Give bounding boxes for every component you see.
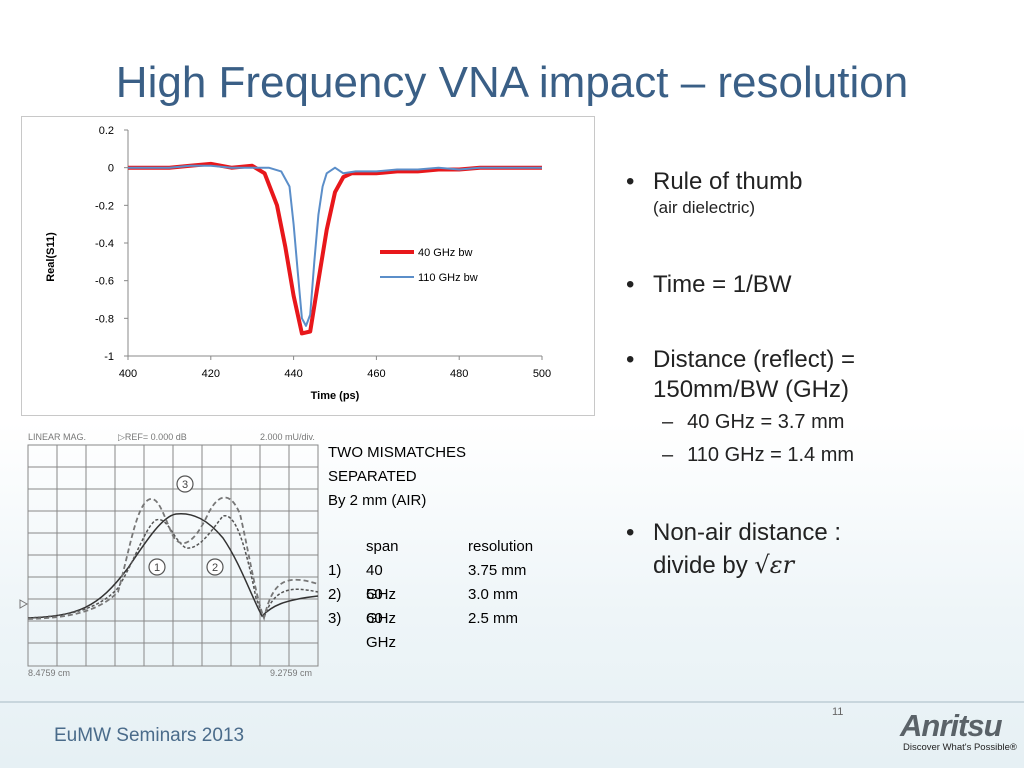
mismatch-line-3: By 2 mm (AIR)	[328, 492, 427, 509]
vna-trace-plot: LINEAR MAG. ▷REF= 0.000 dB 2.000 mU/div.	[18, 428, 323, 680]
bullet-distance: • Distance (reflect) = 150mm/BW (GHz)	[626, 345, 855, 405]
y-tick-label: 0	[108, 163, 114, 175]
vna-grid	[27, 444, 319, 667]
bullet-text-line-1: Non-air distance :	[653, 519, 842, 546]
bullet-dot-icon: •	[626, 346, 635, 373]
bullet-dot-icon: •	[626, 168, 635, 195]
dash-icon: –	[662, 411, 674, 433]
legend-label-40ghz: 40 GHz bw	[418, 247, 472, 259]
ref-marker	[19, 599, 29, 609]
x-axis-label: Time (ps)	[311, 390, 360, 402]
bullet-time: • Time = 1/BW	[626, 271, 791, 299]
vna-marker-1: 1	[148, 558, 166, 576]
sub-bullet-110ghz: –110 GHz = 1.4 mm	[662, 444, 854, 467]
bullet-dot-icon: •	[626, 271, 635, 298]
dash-icon: –	[662, 444, 674, 466]
row-span: 40 GHz	[366, 562, 396, 603]
epsilon-formula: √εr	[754, 551, 795, 579]
row-number: 2)	[328, 586, 342, 603]
svg-text:2: 2	[212, 562, 218, 574]
series-line-40ghz	[128, 161, 542, 336]
vna-header-mid: ▷REF= 0.000 dB	[118, 432, 187, 442]
footer-text: EuMW Seminars 2013	[54, 725, 245, 746]
x-tick-label: 460	[367, 368, 385, 380]
vna-trace-1	[27, 512, 319, 619]
mismatch-description: TWO MISMATCHES SEPARATED By 2 mm (AIR)	[328, 441, 466, 513]
vna-trace-2	[27, 515, 319, 621]
mismatch-line-2: SEPARATED	[328, 468, 417, 485]
col-span-header: span	[366, 538, 399, 555]
x-tick-label: 480	[450, 368, 468, 380]
s11-chart: 0.2 0 -0.2 -0.4 -0.6 -0.8 -1 400 420 440 460 480 50…	[21, 116, 595, 416]
vna-footer-left: 8.4759 cm	[28, 668, 70, 678]
vna-trace-svg: LINEAR MAG. ▷REF= 0.000 dB 2.000 mU/div.	[19, 432, 319, 678]
row-span: 60 GHz	[366, 610, 396, 651]
anritsu-logo: Anritsu Discover What's Possible®	[900, 706, 1018, 758]
s11-chart-svg: 0.2 0 -0.2 -0.4 -0.6 -0.8 -1 400 420 440 460 480 50…	[45, 125, 551, 402]
y-tick-label: -0.8	[95, 313, 114, 325]
logo-tagline: Discover What's Possible®	[903, 742, 1017, 753]
row-resolution: 3.0 mm	[468, 586, 519, 603]
row-number: 1)	[328, 562, 342, 579]
legend-label-110ghz: 110 GHz bw	[418, 272, 478, 284]
y-tick-label: 0.2	[99, 125, 114, 137]
svg-text:3: 3	[182, 479, 188, 491]
page-number: 11	[832, 706, 844, 718]
legend: 40 GHz bw 110 GHz bw	[380, 247, 478, 284]
vna-header-left: LINEAR MAG.	[28, 432, 86, 442]
row-number: 3)	[328, 610, 342, 627]
x-tick-label: 500	[533, 368, 551, 380]
bullet-non-air: • Non-air distance : divide by √εr	[626, 517, 841, 582]
sub-bullet-40ghz: –40 GHz = 3.7 mm	[662, 411, 844, 434]
bullet-text-line-1: Distance (reflect) =	[653, 346, 856, 373]
series-line-110ghz	[128, 164, 542, 327]
bullet-subtext: (air dielectric)	[653, 198, 756, 217]
vna-footer-right: 9.2759 cm	[270, 668, 312, 678]
footer-divider	[0, 701, 1024, 703]
y-axis-label: Real(S11)	[45, 232, 57, 282]
row-span: 50 GHz	[366, 586, 396, 627]
y-tick-label: -0.4	[95, 238, 114, 250]
vna-marker-2: 2	[206, 558, 224, 576]
logo-word: Anritsu	[900, 708, 1002, 743]
bullet-text-line-2: divide by √εr	[653, 549, 841, 582]
row-resolution: 3.75 mm	[468, 562, 527, 579]
bullet-text: Time = 1/BW	[653, 271, 792, 298]
bullet-rule-of-thumb: • Rule of thumb (air dielectric)	[626, 168, 802, 220]
y-tick-label: -0.6	[95, 276, 114, 288]
y-tick-label: -0.2	[95, 200, 114, 212]
svg-text:1: 1	[154, 562, 160, 574]
x-tick-label: 400	[119, 368, 137, 380]
col-resolution-header: resolution	[468, 538, 534, 555]
sub-bullet-text: 40 GHz = 3.7 mm	[687, 411, 845, 433]
row-resolution: 2.5 mm	[468, 610, 519, 627]
mismatch-line-1: TWO MISMATCHES	[328, 444, 467, 461]
slide-title: High Frequency VNA impact – resolution	[115, 58, 909, 107]
sub-bullet-text: 110 GHz = 1.4 mm	[687, 444, 855, 466]
bullet-dot-icon: •	[626, 519, 635, 546]
bullet-text: Rule of thumb	[653, 168, 803, 195]
bullet-text: divide by	[653, 552, 748, 579]
vna-header-right: 2.000 mU/div.	[260, 432, 315, 442]
x-tick-label: 420	[202, 368, 220, 380]
x-tick-label: 440	[284, 368, 302, 380]
vna-marker-3: 3	[176, 475, 194, 493]
bullet-text-line-2: 150mm/BW (GHz)	[653, 376, 850, 403]
y-tick-label: -1	[104, 351, 114, 363]
